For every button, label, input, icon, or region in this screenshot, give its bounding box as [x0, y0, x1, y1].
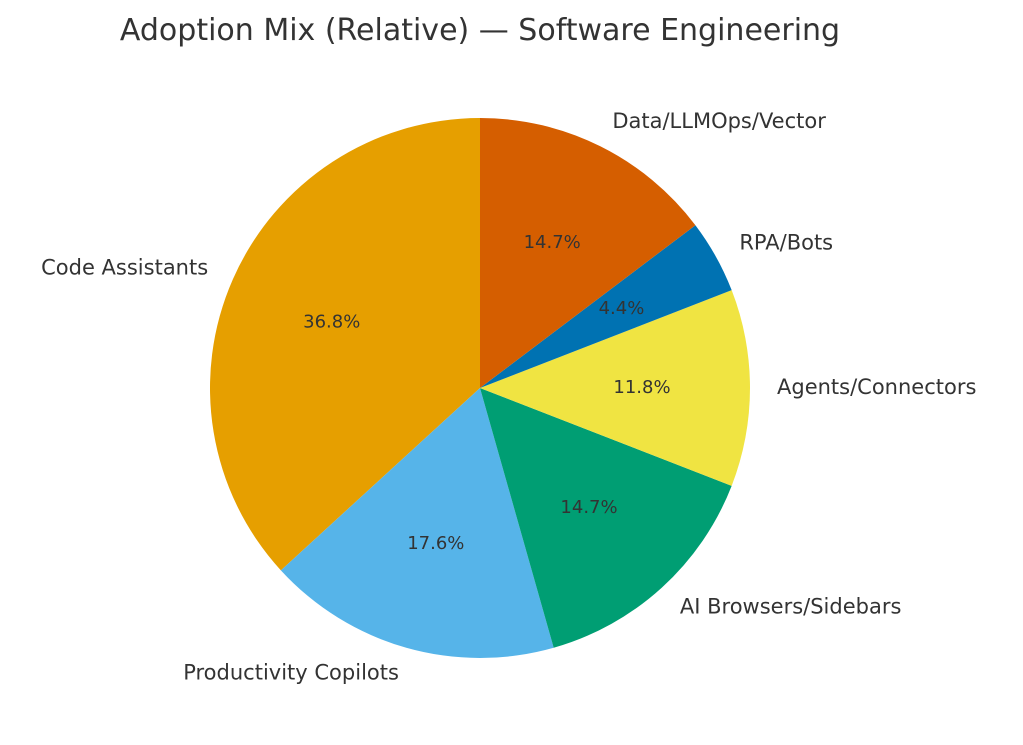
slice-percent-ai-browsers-sidebars: 14.7%	[560, 497, 617, 518]
chart-title: Adoption Mix (Relative) — Software Engin…	[120, 13, 840, 48]
slice-percent-rpa-bots: 4.4%	[599, 298, 645, 319]
slice-label-productivity-copilots: Productivity Copilots	[183, 661, 399, 685]
slice-percent-productivity-copilots: 17.6%	[407, 533, 464, 554]
slice-percent-data-llmops-vector: 14.7%	[524, 232, 581, 253]
slice-label-ai-browsers-sidebars: AI Browsers/Sidebars	[680, 595, 902, 619]
slice-label-rpa-bots: RPA/Bots	[739, 230, 833, 254]
slice-label-data-llmops-vector: Data/LLMOps/Vector	[612, 109, 826, 133]
slice-percent-code-assistants: 36.8%	[303, 312, 360, 333]
pie-slice-ai-browsers-sidebars	[480, 388, 732, 648]
slice-label-agents-connectors: Agents/Connectors	[777, 375, 976, 399]
pie-slice-code-assistants	[209, 118, 480, 571]
pie-slice-agents-connectors	[480, 290, 750, 486]
pie-slice-data-llmops-vector	[480, 118, 696, 388]
pie-slice-productivity-copilots	[280, 388, 554, 658]
slice-label-code-assistants: Code Assistants	[41, 255, 208, 279]
pie-slices	[209, 118, 750, 658]
slice-percent-agents-connectors: 11.8%	[613, 377, 670, 398]
pie-slice-rpa-bots	[480, 225, 732, 388]
pie-labels: Code Assistants 36.8% Productivity Copilot…	[41, 109, 976, 685]
